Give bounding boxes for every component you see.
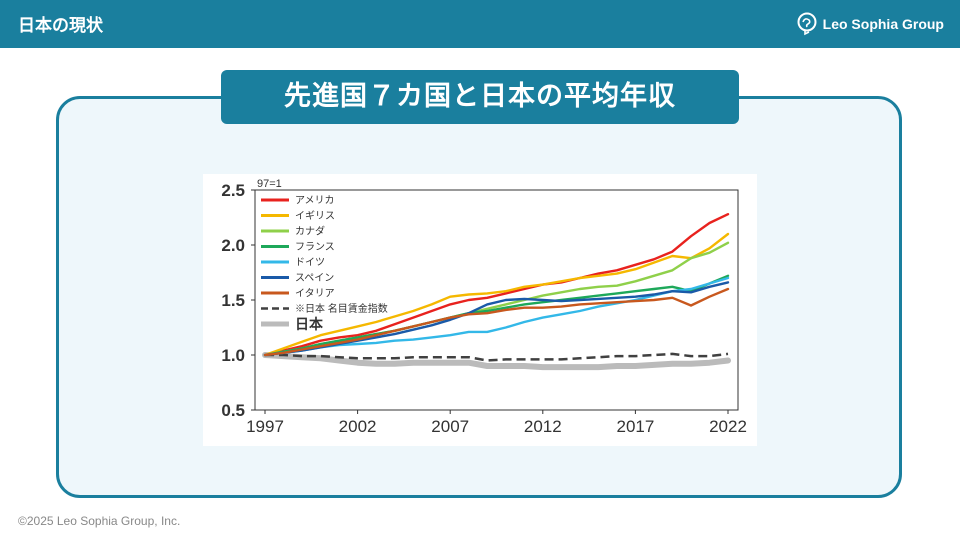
series-line-8 [262, 352, 731, 371]
series-line-4 [263, 276, 730, 357]
header-bar: 日本の現状 Leo Sophia Group [0, 0, 960, 48]
logo-text: Leo Sophia Group [822, 16, 944, 32]
copyright: ©2025 Leo Sophia Group, Inc. [18, 514, 181, 528]
page-title: 日本の現状 [18, 16, 103, 36]
y-tick-label: 0.5 [221, 401, 245, 420]
legend-label: イタリア [295, 288, 335, 300]
series-line-6 [263, 287, 730, 357]
x-tick-label: 2022 [709, 417, 747, 436]
x-tick-label: 2002 [339, 417, 377, 436]
plot-area [254, 189, 739, 411]
x-tick-label: 2007 [431, 417, 469, 436]
y-tick-label: 1.5 [221, 291, 245, 310]
x-tick-label: 1997 [246, 417, 284, 436]
series-line-1 [263, 232, 730, 357]
legend-label: ドイツ [295, 258, 325, 269]
chart-container: 0.5 1.0 1.5 2.0 2.5 1997 2002 2007 2012 2017 2022 9… [203, 174, 757, 446]
legend-label: 日本 [295, 316, 324, 332]
x-tick-label: 2012 [524, 417, 562, 436]
series-line-7 [265, 352, 729, 362]
legend-label: ※日本 名目賃金指数 [295, 302, 388, 315]
x-tick-label: 2017 [616, 417, 654, 436]
series-line-0 [263, 213, 730, 357]
slide-heading: 先進国７カ国と日本の平均年収 [221, 70, 739, 124]
y-tick-label: 2.5 [221, 181, 245, 200]
y-tick-label: 1.0 [221, 346, 245, 365]
wage-index-chart: 0.5 1.0 1.5 2.0 2.5 1997 2002 2007 2012 2017 2022 9… [221, 178, 747, 436]
legend-label: フランス [295, 241, 335, 253]
series-line-3 [263, 274, 730, 357]
legend-label: アメリカ [295, 195, 335, 207]
legend-label: イギリス [295, 210, 335, 222]
company-logo: Leo Sophia Group [796, 12, 944, 36]
legend-label: カナダ [295, 225, 325, 238]
legend-label: スペイン [295, 273, 334, 284]
y-tick-label: 2.0 [221, 236, 245, 255]
brain-icon [797, 12, 817, 36]
chart-note: 97=1 [257, 178, 282, 190]
